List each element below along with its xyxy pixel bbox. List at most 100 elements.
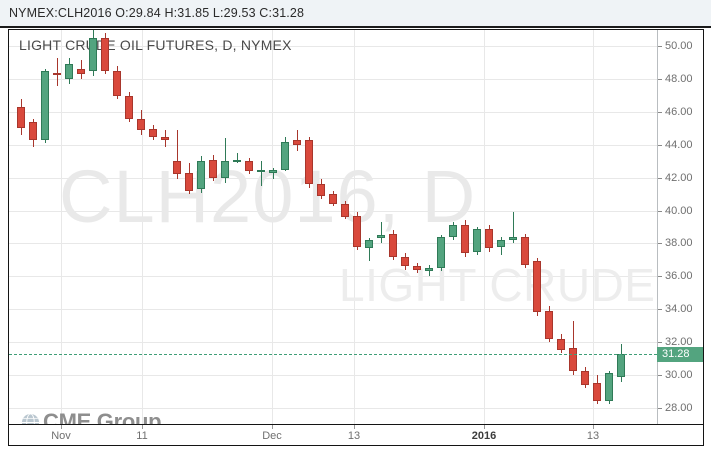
candle-down[interactable] bbox=[137, 118, 145, 131]
price-axis-label: 32.00 bbox=[665, 336, 693, 348]
candle-up[interactable] bbox=[281, 141, 289, 170]
quote-summary-text: NYMEX:CLH2016 O:29.84 H:31.85 L:29.53 C:… bbox=[9, 6, 305, 20]
price-axis-label: 42.00 bbox=[665, 172, 693, 184]
candle-wick bbox=[225, 138, 226, 183]
time-axis-label: 13 bbox=[347, 430, 361, 442]
candle-up[interactable] bbox=[197, 161, 205, 190]
candle-up[interactable] bbox=[89, 38, 97, 72]
candle-down[interactable] bbox=[245, 161, 253, 172]
quote-header-bar: NYMEX:CLH2016 O:29.84 H:31.85 L:29.53 C:… bbox=[0, 0, 711, 26]
price-tick bbox=[658, 375, 662, 376]
gridline-horizontal bbox=[9, 276, 657, 277]
candle-down[interactable] bbox=[569, 348, 577, 372]
price-tick bbox=[658, 112, 662, 113]
candle-up[interactable] bbox=[365, 240, 373, 249]
gridline-vertical bbox=[61, 30, 62, 424]
candle-wick bbox=[573, 320, 574, 375]
candle-down[interactable] bbox=[149, 128, 157, 137]
price-tick bbox=[658, 243, 662, 244]
time-tick bbox=[272, 425, 273, 429]
last-price-badge[interactable]: 31.28 bbox=[657, 347, 703, 362]
candle-down[interactable] bbox=[77, 69, 85, 75]
candle-down[interactable] bbox=[341, 204, 349, 218]
candle-wick bbox=[381, 222, 382, 244]
candle-down[interactable] bbox=[17, 107, 25, 129]
candle-down[interactable] bbox=[593, 382, 601, 401]
candle-up[interactable] bbox=[221, 161, 229, 178]
candle-down[interactable] bbox=[413, 266, 421, 270]
candle-down[interactable] bbox=[389, 233, 397, 257]
gridline-horizontal bbox=[9, 211, 657, 212]
candle-up[interactable] bbox=[41, 71, 49, 140]
candle-down[interactable] bbox=[401, 256, 409, 267]
candle-up[interactable] bbox=[437, 236, 445, 269]
candle-down[interactable] bbox=[545, 310, 553, 339]
price-tick bbox=[658, 178, 662, 179]
price-tick bbox=[658, 342, 662, 343]
price-axis-label: 40.00 bbox=[665, 205, 693, 217]
candlestick-series[interactable] bbox=[9, 30, 657, 424]
price-axis-label: 50.00 bbox=[665, 40, 693, 52]
candle-up[interactable] bbox=[605, 373, 613, 401]
candle-wick bbox=[177, 130, 178, 180]
candle-down[interactable] bbox=[113, 71, 121, 96]
candle-down[interactable] bbox=[161, 136, 169, 140]
candle-up[interactable] bbox=[233, 159, 241, 162]
candle-down[interactable] bbox=[29, 121, 37, 140]
candle-down[interactable] bbox=[53, 72, 61, 75]
time-axis[interactable]: Nov 11 Dec 13 2016 13 bbox=[9, 425, 703, 445]
candle-down[interactable] bbox=[521, 236, 529, 265]
candle-down[interactable] bbox=[533, 261, 541, 313]
plot-area[interactable]: CLH2016, D LIGHT CRUDE LIGHT CRUDE OIL F… bbox=[9, 30, 657, 424]
gridline-vertical bbox=[272, 30, 273, 424]
cme-group-name: CME Group bbox=[43, 409, 162, 425]
candle-up[interactable] bbox=[473, 228, 481, 252]
time-axis-label: 2016 bbox=[471, 430, 497, 442]
candle-down[interactable] bbox=[185, 172, 193, 191]
candle-down[interactable] bbox=[581, 371, 589, 385]
candle-down[interactable] bbox=[317, 184, 325, 196]
time-axis-label: 11 bbox=[136, 430, 148, 442]
price-tick bbox=[658, 408, 662, 409]
candle-up[interactable] bbox=[617, 353, 625, 378]
price-axis-label: 48.00 bbox=[665, 73, 693, 85]
candle-up[interactable] bbox=[377, 235, 385, 239]
candle-down[interactable] bbox=[209, 159, 217, 178]
candle-down[interactable] bbox=[101, 38, 109, 72]
price-tick bbox=[658, 145, 662, 146]
price-tick bbox=[658, 309, 662, 310]
candle-up[interactable] bbox=[509, 236, 517, 241]
candle-down[interactable] bbox=[173, 161, 181, 175]
candle-up[interactable] bbox=[65, 64, 73, 80]
gridline-vertical bbox=[593, 30, 594, 424]
gridline-horizontal bbox=[9, 243, 657, 244]
gridline-vertical bbox=[142, 30, 143, 424]
candle-down[interactable] bbox=[353, 215, 361, 247]
price-axis-label: 44.00 bbox=[665, 139, 693, 151]
gridline-horizontal bbox=[9, 112, 657, 113]
candle-wick bbox=[237, 153, 238, 163]
candle-down[interactable] bbox=[125, 95, 133, 119]
candle-down[interactable] bbox=[329, 194, 337, 204]
candle-down[interactable] bbox=[293, 139, 301, 145]
candle-down[interactable] bbox=[461, 225, 469, 254]
cme-group-logo: CME Group powered by TradingView bbox=[21, 409, 162, 425]
candle-down[interactable] bbox=[305, 139, 313, 185]
candle-wick bbox=[273, 167, 274, 180]
gridline-horizontal bbox=[9, 145, 657, 146]
chart-title: LIGHT CRUDE OIL FUTURES, D, NYMEX bbox=[19, 37, 292, 53]
gridline-horizontal bbox=[9, 375, 657, 376]
candle-up[interactable] bbox=[257, 169, 265, 172]
price-axis-label: 28.00 bbox=[665, 402, 693, 414]
price-axis[interactable]: 28.00 30.00 32.00 34.00 36.00 38.00 40.00 42.00… bbox=[657, 30, 703, 424]
gridline-horizontal bbox=[9, 342, 657, 343]
candle-up[interactable] bbox=[425, 268, 433, 272]
candle-up[interactable] bbox=[269, 169, 277, 173]
gridline-horizontal bbox=[9, 408, 657, 409]
time-tick bbox=[142, 425, 143, 429]
time-tick bbox=[61, 425, 62, 429]
candle-up[interactable] bbox=[449, 225, 457, 237]
candle-down[interactable] bbox=[557, 338, 565, 351]
candle-down[interactable] bbox=[485, 228, 493, 249]
candle-up[interactable] bbox=[497, 240, 505, 247]
